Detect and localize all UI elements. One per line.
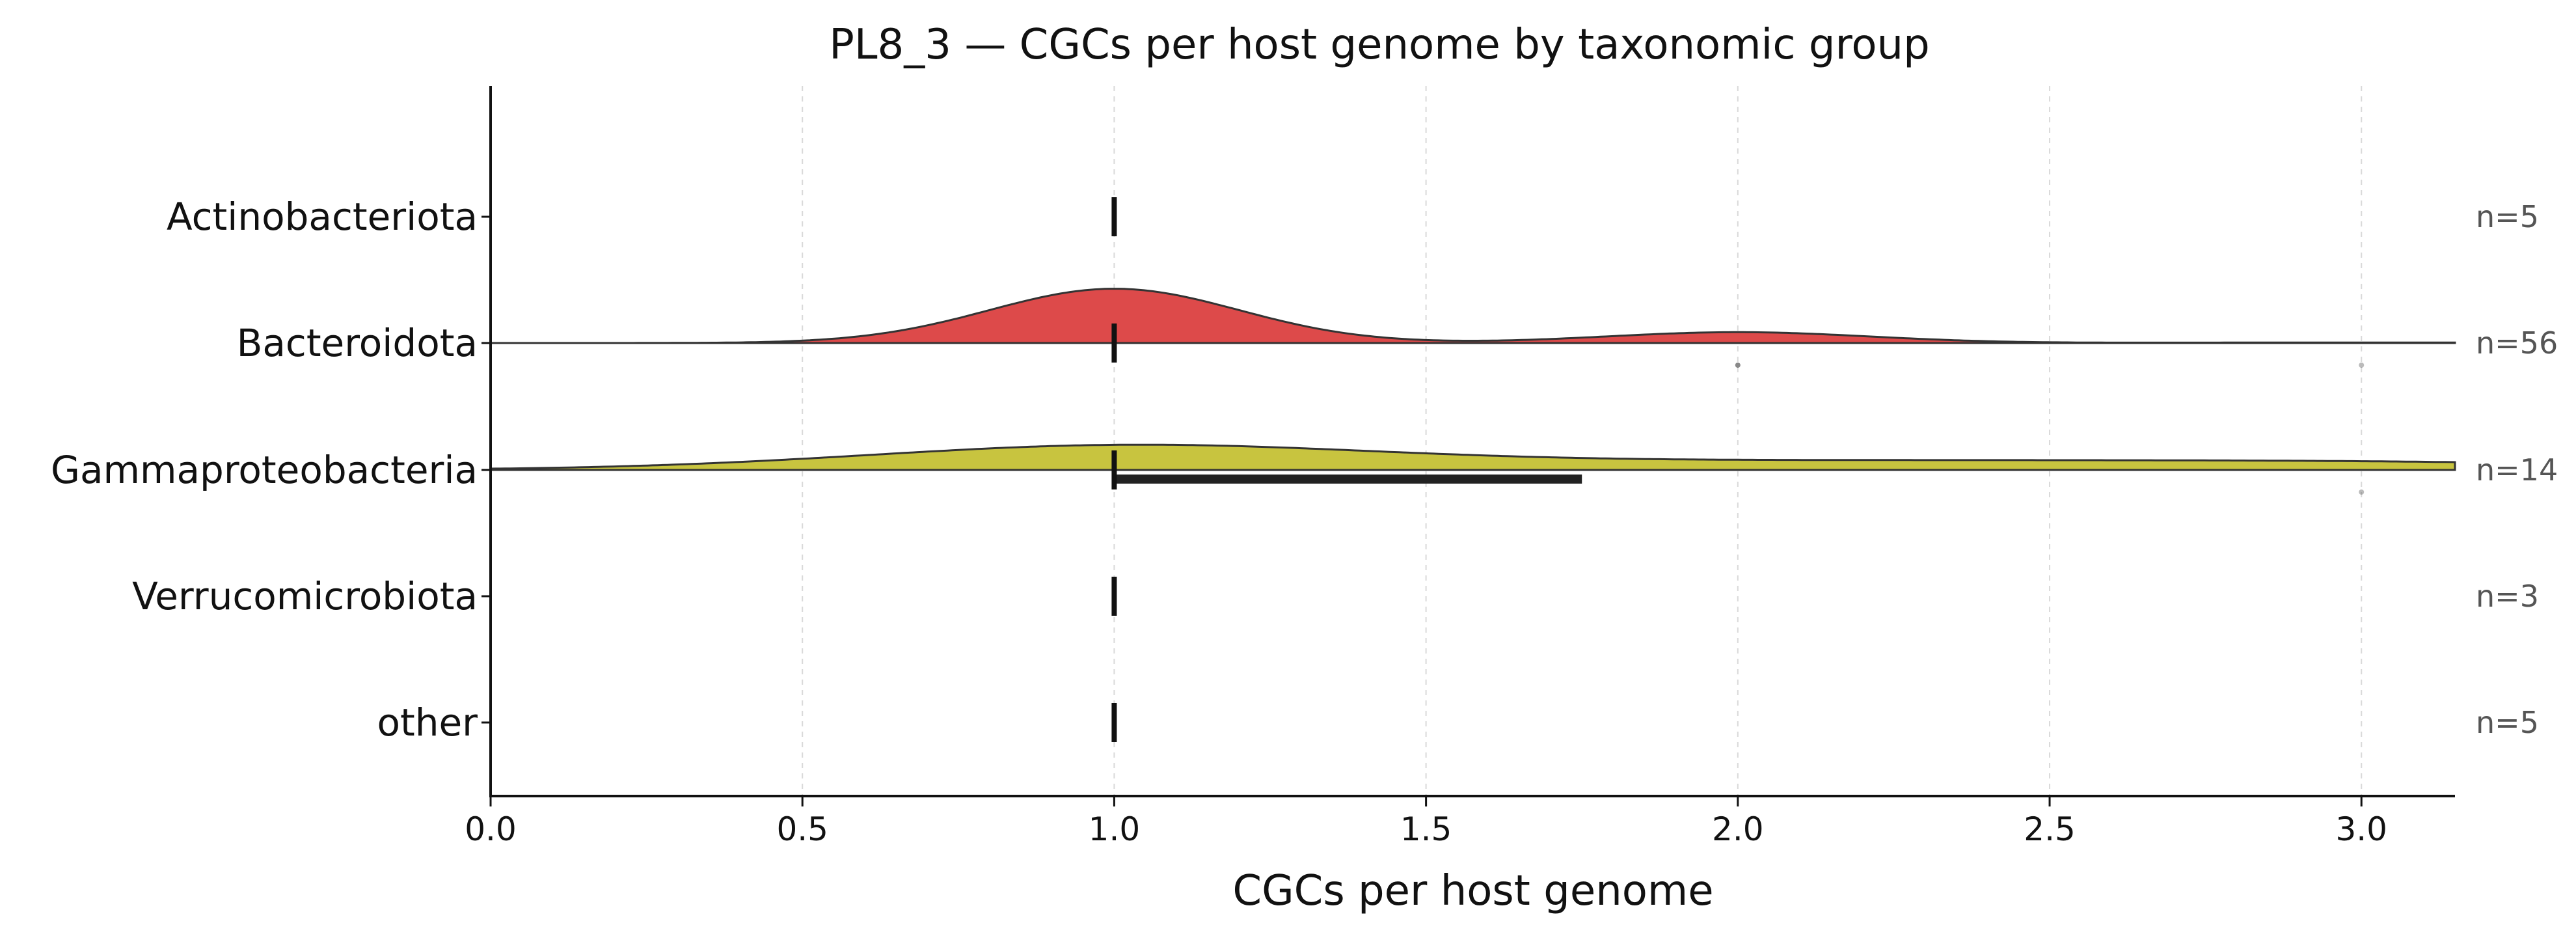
density-ridge-gammaproteobacteria	[489, 443, 2456, 471]
outlier-point-bacteroidota	[1735, 363, 1741, 368]
n-label-bacteroidota: n=56	[2476, 325, 2558, 361]
chart-title: PL8_3 — CGCs per host genome by taxonomi…	[829, 21, 1929, 69]
iqr-bar-gammaproteobacteria	[1114, 475, 1582, 484]
x-tick-label: 3.0	[2335, 810, 2387, 848]
category-label-gammaproteobacteria: Gammaproteobacteria	[51, 448, 478, 492]
axis-layer	[489, 86, 2455, 797]
category-label-bacteroidota: Bacteroidota	[237, 321, 478, 365]
category-label-other: other	[377, 700, 478, 745]
n-label-gammaproteobacteria: n=14	[2476, 452, 2558, 488]
x-tick-label: 0.0	[465, 810, 517, 848]
x-tick-label: 1.0	[1089, 810, 1141, 848]
mark-layer	[1111, 197, 2365, 742]
n-label-actinobacteriota: n=5	[2476, 199, 2539, 234]
n-label-other: n=5	[2476, 705, 2539, 740]
x-axis-label: CGCs per host genome	[1232, 867, 1713, 915]
n-label-verrucomicrobiota: n=3	[2476, 579, 2539, 614]
x-tick-label: 0.5	[776, 810, 828, 848]
x-tick-label: 2.5	[2024, 810, 2076, 848]
x-tick-label: 1.5	[1400, 810, 1452, 848]
label-layer: Actinobacteriota n=5 Bacteroidota n=56 Gamma…	[51, 195, 2558, 745]
outlier-point-gammaproteobacteria	[2359, 489, 2365, 495]
grid-layer	[802, 86, 2363, 796]
density-ridge-bacteroidota	[491, 288, 2456, 344]
outlier-point-bacteroidota	[2359, 363, 2365, 368]
x-tick-label: 2.0	[1712, 810, 1764, 848]
category-label-actinobacteriota: Actinobacteriota	[167, 195, 478, 239]
tick-layer: 0.0 0.5 1.0 1.5 2.0 2.5 3.0	[465, 215, 2387, 848]
category-label-verrucomicrobiota: Verrucomicrobiota	[132, 574, 478, 618]
ridge-layer	[489, 288, 2456, 471]
